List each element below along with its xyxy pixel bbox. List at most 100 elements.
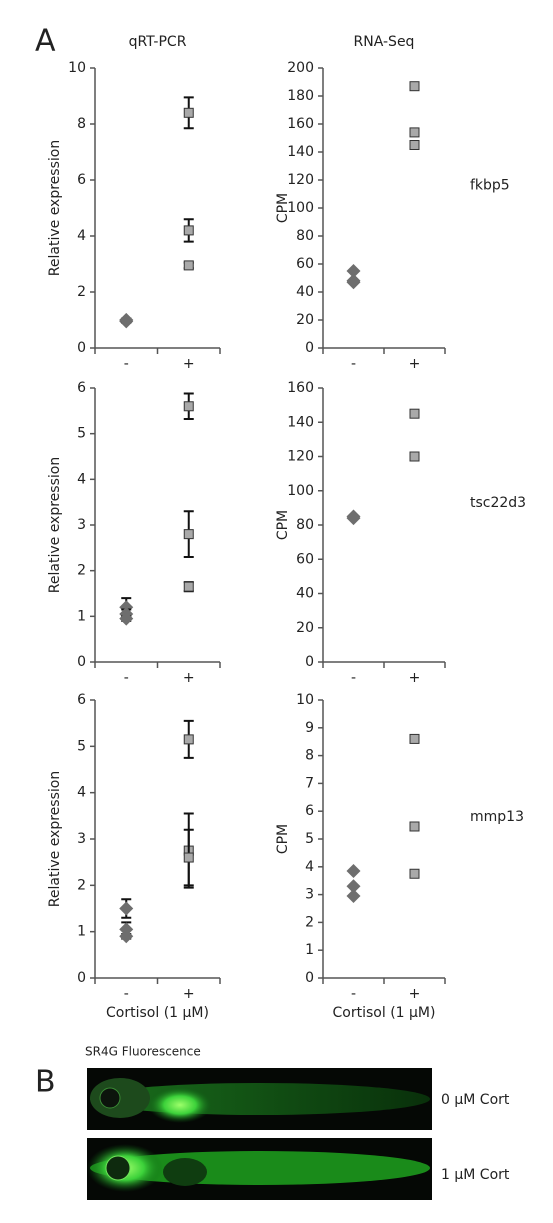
y-tick-label: 80 [296, 517, 314, 533]
point [183, 734, 194, 745]
point [346, 511, 361, 526]
y-tick-label: 3 [305, 887, 314, 903]
y-tick-label: 140 [287, 144, 314, 160]
x-axis-label: Cortisol (1 µM) [333, 1005, 436, 1021]
y-tick-label: 3 [77, 831, 86, 847]
point [183, 401, 194, 412]
y-tick-label: 10 [68, 60, 86, 76]
point [183, 529, 194, 540]
chart-title: RNA-Seq [354, 34, 415, 50]
y-axis-label: CPM [275, 824, 291, 854]
point [346, 863, 361, 878]
y-tick-label: 20 [296, 312, 314, 328]
y-tick-label: 140 [287, 414, 314, 430]
x-tick-label: - [124, 670, 129, 686]
point [119, 901, 134, 916]
y-tick-label: 6 [305, 803, 314, 819]
y-tick-label: 4 [305, 859, 314, 875]
point [409, 868, 420, 879]
point [183, 107, 194, 118]
y-axis-label: Relative expression [47, 771, 63, 907]
point [119, 611, 134, 626]
x-tick-label: - [351, 356, 356, 372]
y-axis-label: Relative expression [47, 457, 63, 593]
gene-label: mmp13 [470, 809, 524, 825]
y-tick-label: 0 [77, 340, 86, 356]
x-tick-label: + [409, 986, 421, 1002]
x-tick-label: + [183, 356, 195, 372]
x-tick-label: - [124, 356, 129, 372]
gene-label: fkbp5 [470, 178, 510, 194]
y-tick-label: 160 [287, 116, 314, 132]
x-axis-label: Cortisol (1 µM) [106, 1005, 209, 1021]
y-axis-label: CPM [275, 510, 291, 540]
y-tick-label: 8 [305, 748, 314, 764]
y-tick-label: 10 [296, 692, 314, 708]
y-tick-label: 2 [77, 284, 86, 300]
point [409, 821, 420, 832]
x-tick-label: + [409, 670, 421, 686]
y-tick-label: 180 [287, 88, 314, 104]
y-tick-label: 4 [77, 785, 86, 801]
y-tick-label: 0 [305, 654, 314, 670]
y-tick-label: 2 [305, 914, 314, 930]
point [409, 451, 420, 462]
y-tick-label: 60 [296, 256, 314, 272]
chart-title: qRT-PCR [129, 34, 187, 50]
y-axis-label: Relative expression [47, 140, 63, 276]
point [183, 581, 194, 592]
point [409, 408, 420, 419]
point [409, 81, 420, 92]
y-tick-label: 120 [287, 449, 314, 465]
point [183, 852, 194, 863]
y-tick-label: 0 [305, 340, 314, 356]
y-tick-label: 5 [77, 426, 86, 442]
y-tick-label: 3 [77, 517, 86, 533]
y-tick-label: 120 [287, 172, 314, 188]
image-label: 0 µM Cort [441, 1092, 510, 1108]
panel-label: B [35, 1065, 56, 1100]
y-tick-label: 6 [77, 380, 86, 396]
panel-label: A [35, 24, 56, 59]
y-tick-label: 40 [296, 586, 314, 602]
point [119, 313, 134, 327]
point [183, 225, 194, 236]
point [346, 273, 361, 288]
y-tick-label: 5 [77, 738, 86, 754]
point [346, 264, 361, 278]
x-tick-label: - [351, 670, 356, 686]
x-tick-label: + [183, 986, 195, 1002]
y-tick-label: 0 [77, 654, 86, 670]
y-tick-label: 7 [305, 775, 314, 791]
y-tick-label: 200 [287, 60, 314, 76]
x-tick-label: - [124, 986, 129, 1002]
y-tick-label: 100 [287, 200, 314, 216]
point [409, 140, 420, 150]
fish-image [87, 1068, 432, 1130]
y-tick-label: 2 [77, 877, 86, 893]
y-tick-label: 6 [77, 172, 86, 188]
y-tick-label: 9 [305, 720, 314, 736]
point [346, 888, 361, 903]
point [409, 733, 420, 744]
y-tick-label: 0 [77, 970, 86, 986]
point [409, 127, 420, 138]
y-tick-label: 2 [77, 563, 86, 579]
image-label: 1 µM Cort [441, 1167, 510, 1183]
y-tick-label: 0 [305, 970, 314, 986]
y-tick-label: 80 [296, 228, 314, 244]
x-tick-label: + [183, 670, 195, 686]
x-tick-label: + [409, 356, 421, 372]
y-tick-label: 40 [296, 284, 314, 300]
y-axis-label: CPM [275, 193, 291, 223]
point [346, 879, 361, 894]
point [119, 929, 134, 944]
y-tick-label: 1 [77, 608, 86, 624]
y-tick-label: 20 [296, 620, 314, 636]
y-tick-label: 1 [305, 942, 314, 958]
y-tick-label: 8 [77, 116, 86, 132]
y-tick-label: 4 [77, 228, 86, 244]
y-tick-label: 4 [77, 471, 86, 487]
point [183, 260, 194, 271]
